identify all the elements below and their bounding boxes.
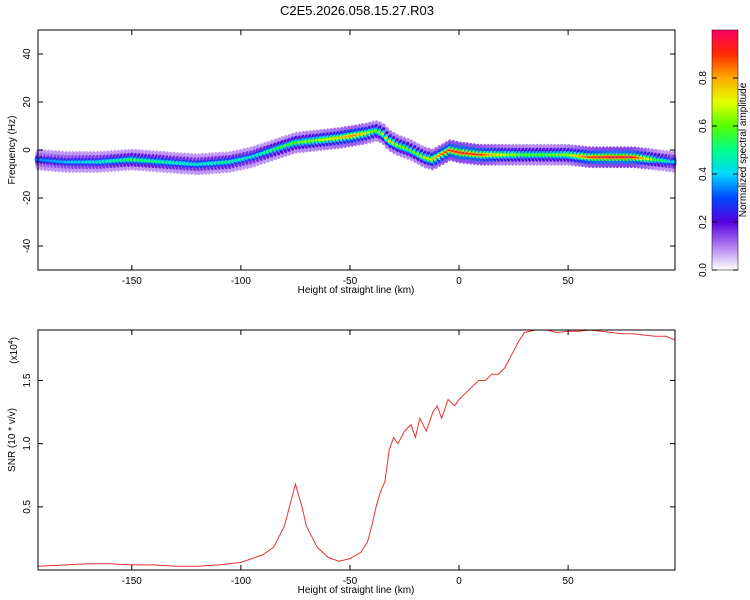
- spectrogram-y-tick-label: -40: [22, 238, 33, 253]
- spectrogram-x-tick-label: 50: [563, 276, 575, 287]
- colorbar-gradient: [711, 29, 739, 271]
- snr-x-tick-label: -150: [122, 576, 142, 587]
- snr-scale-label: (x104): [8, 337, 20, 364]
- spectrogram-panel: -150 -100 -50 0 50 -40 -20 0 20 40 Height of str…: [7, 29, 677, 296]
- spectrogram-x-tick-label: -100: [231, 276, 251, 287]
- spectrogram-y-axis-title: Frequency (Hz): [7, 116, 18, 185]
- snr-y-tick-label: 1.0: [22, 436, 33, 450]
- spectrogram-x-tick-label: -50: [343, 276, 358, 287]
- spectrogram-y-tick-label: 40: [22, 48, 33, 60]
- spectrogram-x-tick-label: -150: [122, 276, 142, 287]
- colorbar-tick-label: 0.8: [698, 71, 709, 85]
- colorbar-tick-label: 0.0: [698, 263, 709, 277]
- colorbar-axis: 0.0 0.2 0.4 0.6 0.8: [698, 71, 738, 277]
- snr-scale-exponent: 4: [8, 340, 15, 344]
- spectrogram-y-axis: -40 -20 0 20 40: [22, 48, 675, 253]
- snr-x-tick-label: 50: [563, 576, 575, 587]
- snr-y-axis: 0.5 1.0 1.5: [22, 373, 675, 514]
- colorbar-tick-label: 0.4: [698, 167, 709, 181]
- snr-y-tick-label: 0.5: [22, 499, 33, 513]
- snr-frame: [37, 329, 676, 571]
- snr-x-tick-label: -100: [231, 576, 251, 587]
- snr-y-axis-title: SNR (10 * v/v): [7, 408, 18, 472]
- spectrogram-y-tick-label: 20: [22, 96, 33, 108]
- spectrogram-y-tick-label: -20: [22, 190, 33, 205]
- snr-x-axis-title: Height of straight line (km): [298, 585, 415, 596]
- snr-scale-prefix: (x10: [9, 344, 20, 364]
- colorbar: 0.0 0.2 0.4 0.6 0.8 Normalized spectral ampl…: [698, 29, 749, 277]
- colorbar-tick-label: 0.6: [698, 119, 709, 133]
- main-title: C2E5.2026.058.15.27.R03: [280, 3, 434, 18]
- snr-line: [37, 329, 676, 567]
- colorbar-tick-label: 0.2: [698, 215, 709, 229]
- snr-x-tick-label: -50: [343, 576, 358, 587]
- spectrogram-x-axis: -150 -100 -50 0 50: [122, 30, 574, 287]
- colorbar-title: Normalized spectral amplitude: [738, 82, 749, 217]
- spectrogram-x-tick-label: 0: [456, 276, 462, 287]
- spectrogram-x-axis-title: Height of straight line (km): [298, 285, 415, 296]
- spectrogram-heat-layer: [34, 119, 677, 176]
- snr-y-tick-label: 1.5: [22, 373, 33, 387]
- snr-x-tick-label: 0: [456, 576, 462, 587]
- snr-panel: -150 -100 -50 0 50 0.5 1.0 1.5 (x104) Height o…: [7, 329, 676, 596]
- snr-plot-area: [38, 330, 675, 570]
- spectrogram-y-tick-label: 0: [22, 147, 33, 153]
- snr-scale-suffix: ): [9, 337, 20, 340]
- snr-x-axis: -150 -100 -50 0 50: [122, 330, 574, 587]
